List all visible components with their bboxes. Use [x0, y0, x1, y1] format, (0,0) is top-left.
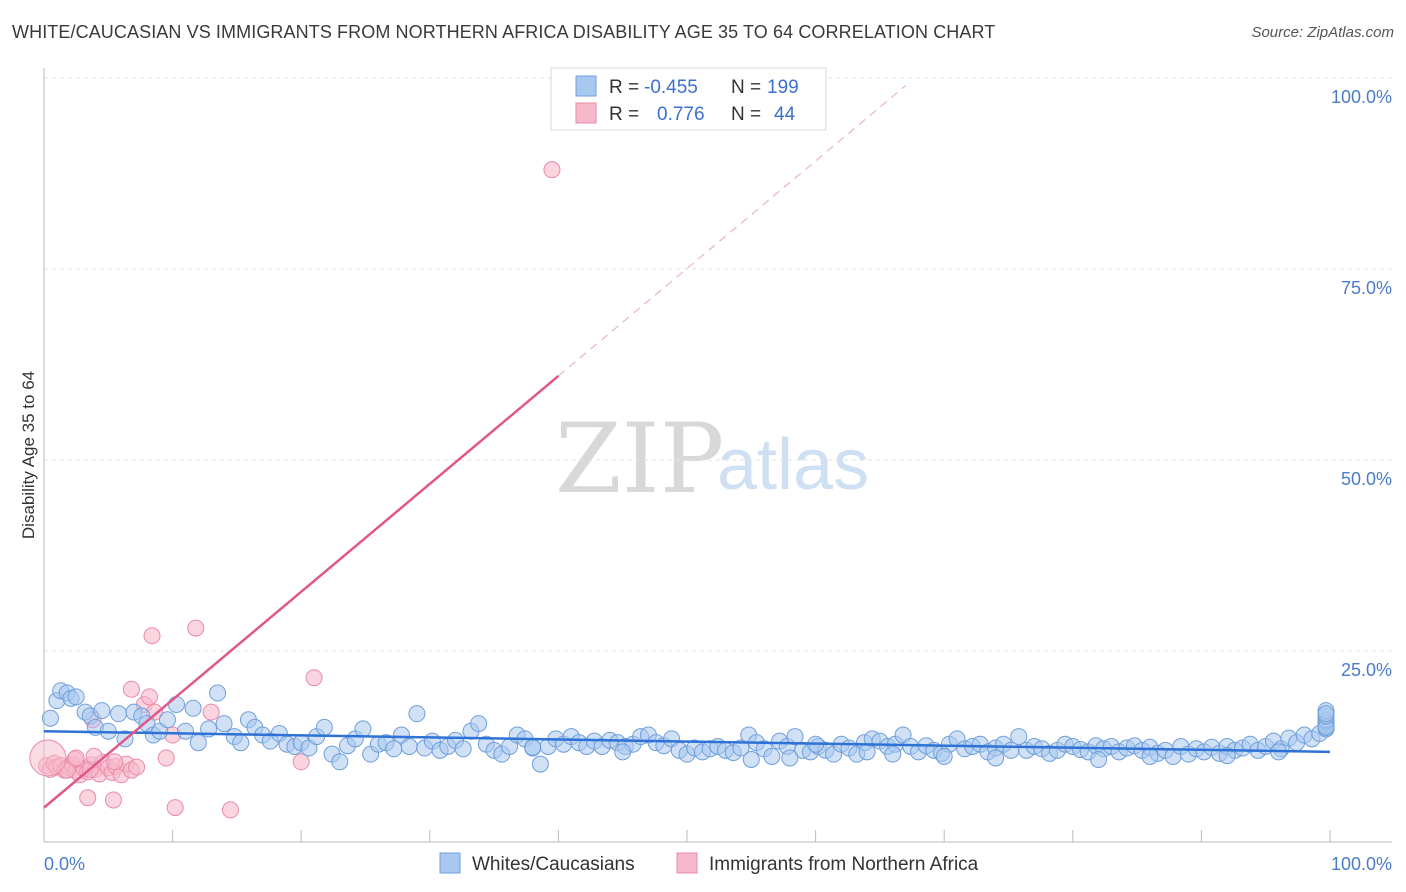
point-whites-11: [110, 705, 128, 723]
legend-swatch-immigrants: [676, 852, 698, 874]
x-tick-label-min: 0.0%: [44, 854, 85, 874]
point-immigrants-22: [128, 758, 146, 776]
x-tick-label-max: 100.0%: [1331, 854, 1392, 874]
y-tick-label-50: 50.0%: [1341, 469, 1392, 489]
point-immigrants-33: [140, 688, 158, 706]
x-axis-ticks: [43, 830, 1331, 842]
point-immigrants-42: [104, 791, 122, 809]
stats-r-value-pink: 0.776: [657, 104, 705, 125]
stats-n-value-pink: 44: [774, 104, 796, 125]
point-whites-21: [184, 699, 202, 717]
point-immigrants-43: [166, 799, 184, 817]
stats-n-label-pink: N =: [731, 104, 761, 125]
point-whites-190: [524, 738, 542, 756]
point-whites-66: [531, 755, 549, 773]
series-immigrants-points: [29, 161, 561, 819]
point-whites-177: [1317, 705, 1335, 723]
point-whites-187: [1141, 747, 1159, 765]
point-whites-18: [158, 711, 176, 729]
point-whites-40: [331, 753, 349, 771]
point-immigrants-36: [202, 703, 220, 721]
point-whites-188: [1218, 747, 1236, 765]
point-immigrants-45: [543, 161, 561, 179]
point-whites-49: [400, 738, 418, 755]
stats-box-frame: [550, 67, 827, 131]
point-whites-20: [176, 722, 194, 740]
watermark-atlas: atlas: [717, 425, 869, 505]
point-immigrants-39: [143, 627, 161, 645]
point-whites-186: [1090, 750, 1108, 768]
trend-line-immigrants-extension: [558, 85, 907, 377]
point-whites-185: [987, 749, 1005, 767]
point-immigrants-28: [106, 753, 124, 771]
y-tick-labels: 25.0% 50.0% 75.0% 100.0%: [1331, 87, 1392, 680]
point-whites-182: [781, 749, 799, 767]
point-whites-128: [1010, 728, 1028, 746]
trend-line-immigrants: [43, 375, 560, 809]
point-immigrants-30: [157, 749, 175, 767]
stats-box: R = -0.455 N = 199 R = 0.776 N = 44: [550, 67, 827, 131]
point-whites-178: [858, 743, 876, 761]
point-whites-25: [215, 715, 233, 733]
watermark-zip: ZIP: [555, 403, 724, 515]
point-whites-96: [763, 747, 781, 765]
point-whites-22: [189, 734, 207, 752]
point-whites-19: [167, 695, 185, 713]
point-whites-43: [354, 720, 372, 738]
y-tick-label-75: 75.0%: [1341, 278, 1392, 298]
point-whites-50: [408, 705, 426, 723]
point-whites-58: [470, 715, 488, 733]
point-immigrants-26: [67, 749, 85, 767]
point-whites-92: [732, 739, 750, 757]
point-whites-27: [232, 734, 250, 752]
source-credit: Source: ZipAtlas.com: [1251, 24, 1394, 41]
point-immigrants-31: [122, 680, 140, 698]
legend-label-whites: Whites/Caucasians: [472, 854, 635, 875]
point-immigrants-37: [292, 753, 310, 771]
stats-n-label-blue: N =: [731, 77, 761, 98]
point-whites-5: [67, 688, 85, 706]
trend-lines: [43, 85, 1331, 809]
y-axis-label: Disability Age 35 to 64: [19, 371, 38, 539]
point-immigrants-40: [187, 619, 205, 637]
legend: Whites/Caucasians Immigrants from Northe…: [439, 852, 979, 875]
point-immigrants-44: [221, 801, 239, 819]
y-tick-label-25: 25.0%: [1341, 660, 1392, 680]
point-whites-38: [315, 718, 333, 736]
stats-n-value-blue: 199: [767, 77, 799, 98]
point-whites-56: [454, 740, 472, 758]
point-whites-184: [884, 745, 902, 763]
stats-swatch-pink: [575, 102, 597, 124]
legend-label-immigrants: Immigrants from Northern Africa: [709, 854, 979, 875]
point-whites-179: [935, 747, 953, 765]
point-whites-180: [614, 743, 632, 761]
grid: [44, 77, 1392, 652]
legend-swatch-whites: [439, 852, 461, 874]
point-immigrants-large: [29, 739, 67, 777]
point-whites-9: [93, 702, 111, 720]
point-immigrants-41: [79, 789, 97, 807]
series-whites-points: [41, 682, 1335, 773]
stats-r-label-pink: R =: [609, 104, 639, 125]
trend-line-whites: [43, 729, 1331, 754]
chart-title: WHITE/CAUCASIAN VS IMMIGRANTS FROM NORTH…: [12, 22, 996, 42]
y-tick-label-100: 100.0%: [1331, 87, 1392, 107]
point-whites-99: [786, 728, 804, 746]
point-whites-24: [209, 684, 227, 702]
point-immigrants-38: [305, 669, 323, 687]
point-whites-181: [742, 750, 760, 768]
stats-r-label-blue: R =: [609, 77, 639, 98]
stats-r-value-blue: -0.455: [644, 77, 698, 98]
point-whites-0: [41, 709, 59, 727]
stats-swatch-blue: [575, 75, 597, 97]
